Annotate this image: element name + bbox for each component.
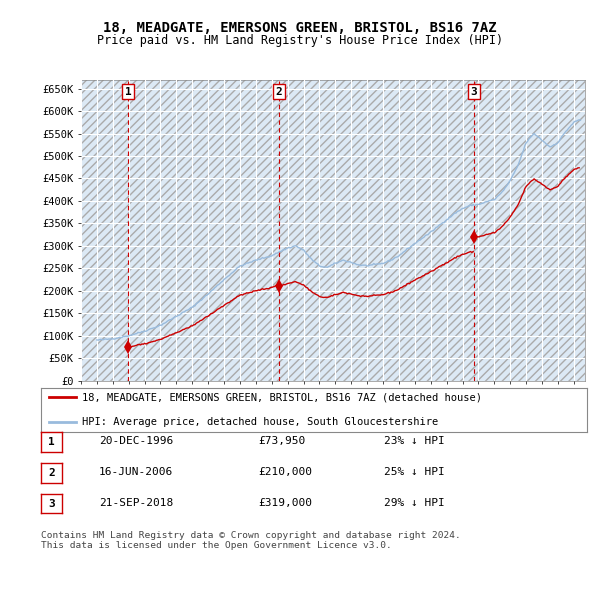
Text: 25% ↓ HPI: 25% ↓ HPI bbox=[384, 467, 445, 477]
Text: HPI: Average price, detached house, South Gloucestershire: HPI: Average price, detached house, Sout… bbox=[82, 417, 438, 427]
Text: 2: 2 bbox=[276, 87, 283, 97]
Text: 2: 2 bbox=[48, 468, 55, 478]
Text: 16-JUN-2006: 16-JUN-2006 bbox=[99, 467, 173, 477]
Text: £210,000: £210,000 bbox=[258, 467, 312, 477]
Text: 18, MEADGATE, EMERSONS GREEN, BRISTOL, BS16 7AZ: 18, MEADGATE, EMERSONS GREEN, BRISTOL, B… bbox=[103, 21, 497, 35]
Text: Price paid vs. HM Land Registry's House Price Index (HPI): Price paid vs. HM Land Registry's House … bbox=[97, 34, 503, 47]
Text: 1: 1 bbox=[48, 437, 55, 447]
Text: 20-DEC-1996: 20-DEC-1996 bbox=[99, 437, 173, 446]
Text: 18, MEADGATE, EMERSONS GREEN, BRISTOL, BS16 7AZ (detached house): 18, MEADGATE, EMERSONS GREEN, BRISTOL, B… bbox=[82, 392, 482, 402]
Text: £319,000: £319,000 bbox=[258, 498, 312, 507]
Text: 1: 1 bbox=[125, 87, 131, 97]
Text: 23% ↓ HPI: 23% ↓ HPI bbox=[384, 437, 445, 446]
Text: 3: 3 bbox=[470, 87, 478, 97]
Text: £73,950: £73,950 bbox=[258, 437, 305, 446]
Text: Contains HM Land Registry data © Crown copyright and database right 2024.
This d: Contains HM Land Registry data © Crown c… bbox=[41, 531, 461, 550]
Text: 3: 3 bbox=[48, 499, 55, 509]
Text: 29% ↓ HPI: 29% ↓ HPI bbox=[384, 498, 445, 507]
Text: 21-SEP-2018: 21-SEP-2018 bbox=[99, 498, 173, 507]
